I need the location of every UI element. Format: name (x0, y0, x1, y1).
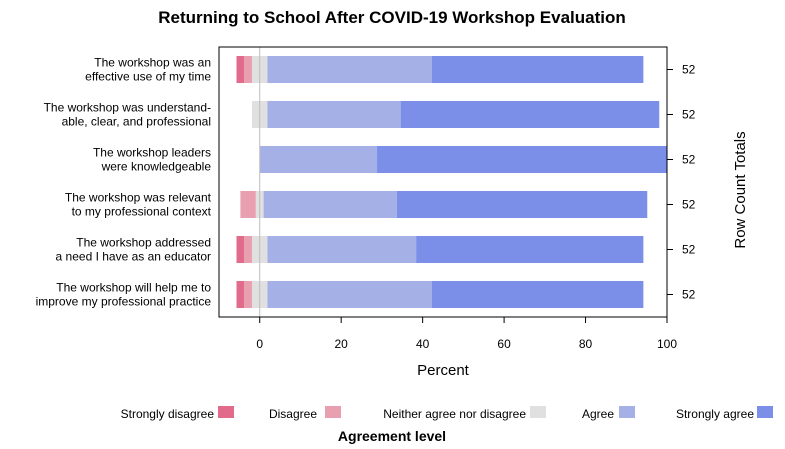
row-total-labels: 52 52 52 52 52 52 (667, 63, 696, 302)
category-label-6-line-2: improve my professional practice (36, 295, 212, 309)
bar-3-series-5 (377, 146, 667, 173)
x-tick-label-100: 100 (657, 337, 677, 351)
row-total-4: 52 (682, 198, 696, 212)
bar-4-series-5 (396, 191, 648, 218)
x-tick-label-0: 0 (256, 337, 263, 351)
bar-2-series-5 (400, 101, 660, 128)
category-label-5-line-2: a need I have as an educator (56, 250, 211, 264)
chart-title: Returning to School After COVID-19 Works… (158, 8, 626, 27)
bar-4-series-2 (240, 191, 256, 218)
category-label-4-line-1: The workshop was relevant (65, 191, 212, 205)
bar-5-series-5 (416, 236, 644, 263)
right-axis-title: Row Count Totals (732, 131, 749, 248)
row-total-2: 52 (682, 108, 696, 122)
x-axis-ticks: 0 20 40 60 80 100 (256, 317, 677, 351)
legend-label-1: Strongly disagree (121, 407, 215, 421)
legend-label-5: Strongly agree (676, 407, 754, 421)
category-label-1-line-2: effective use of my time (85, 70, 211, 84)
bar-6-series-4 (267, 281, 433, 308)
legend-swatch-4 (619, 406, 635, 418)
bar-2-series-4 (267, 101, 401, 128)
bar-6-series-5 (432, 281, 644, 308)
row-total-3: 52 (682, 153, 696, 167)
bar-3-series-4 (259, 146, 378, 173)
category-label-1-line-1: The workshop was an (94, 56, 211, 70)
bar-5-series-4 (267, 236, 417, 263)
bar-6-series-2 (244, 281, 252, 308)
legend-label-2: Disagree (269, 407, 317, 421)
category-label-2-line-1: The workshop was understand- (44, 101, 211, 115)
x-tick-label-20: 20 (335, 337, 349, 351)
x-tick-label-40: 40 (416, 337, 430, 351)
legend: Strongly disagree Disagree Neither agree n… (121, 406, 773, 421)
legend-swatch-2 (325, 406, 341, 418)
bar-1-series-2 (244, 56, 252, 83)
bar-4-series-4 (263, 191, 397, 218)
x-tick-label-60: 60 (497, 337, 511, 351)
category-label-4-line-2: to my professional context (72, 205, 212, 219)
bar-1-series-1 (236, 56, 245, 83)
x-tick-label-80: 80 (579, 337, 593, 351)
bar-1-series-4 (267, 56, 433, 83)
bar-1-series-5 (432, 56, 644, 83)
x-axis-title: Percent (417, 362, 470, 379)
category-label-3-line-1: The workshop leaders (93, 146, 211, 160)
bar-6-series-1 (236, 281, 245, 308)
row-total-6: 52 (682, 288, 696, 302)
category-label-3-line-2: were knowledgeable (101, 160, 212, 174)
legend-swatch-5 (757, 406, 773, 418)
legend-swatch-3 (530, 406, 546, 418)
row-total-5: 52 (682, 243, 696, 257)
bars-layer (236, 56, 667, 308)
category-label-2-line-2: able, clear, and professional (62, 115, 211, 129)
category-label-6-line-1: The workshop will help me to (56, 281, 211, 295)
row-total-1: 52 (682, 63, 696, 77)
bar-5-series-1 (236, 236, 245, 263)
legend-label-4: Agree (582, 407, 614, 421)
bar-5-series-2 (244, 236, 252, 263)
plot-frame (218, 46, 668, 318)
category-label-5-line-1: The workshop addressed (76, 236, 211, 250)
legend-swatch-1 (218, 406, 234, 418)
legend-title: Agreement level (338, 428, 446, 444)
legend-label-3: Neither agree nor disagree (383, 407, 526, 421)
